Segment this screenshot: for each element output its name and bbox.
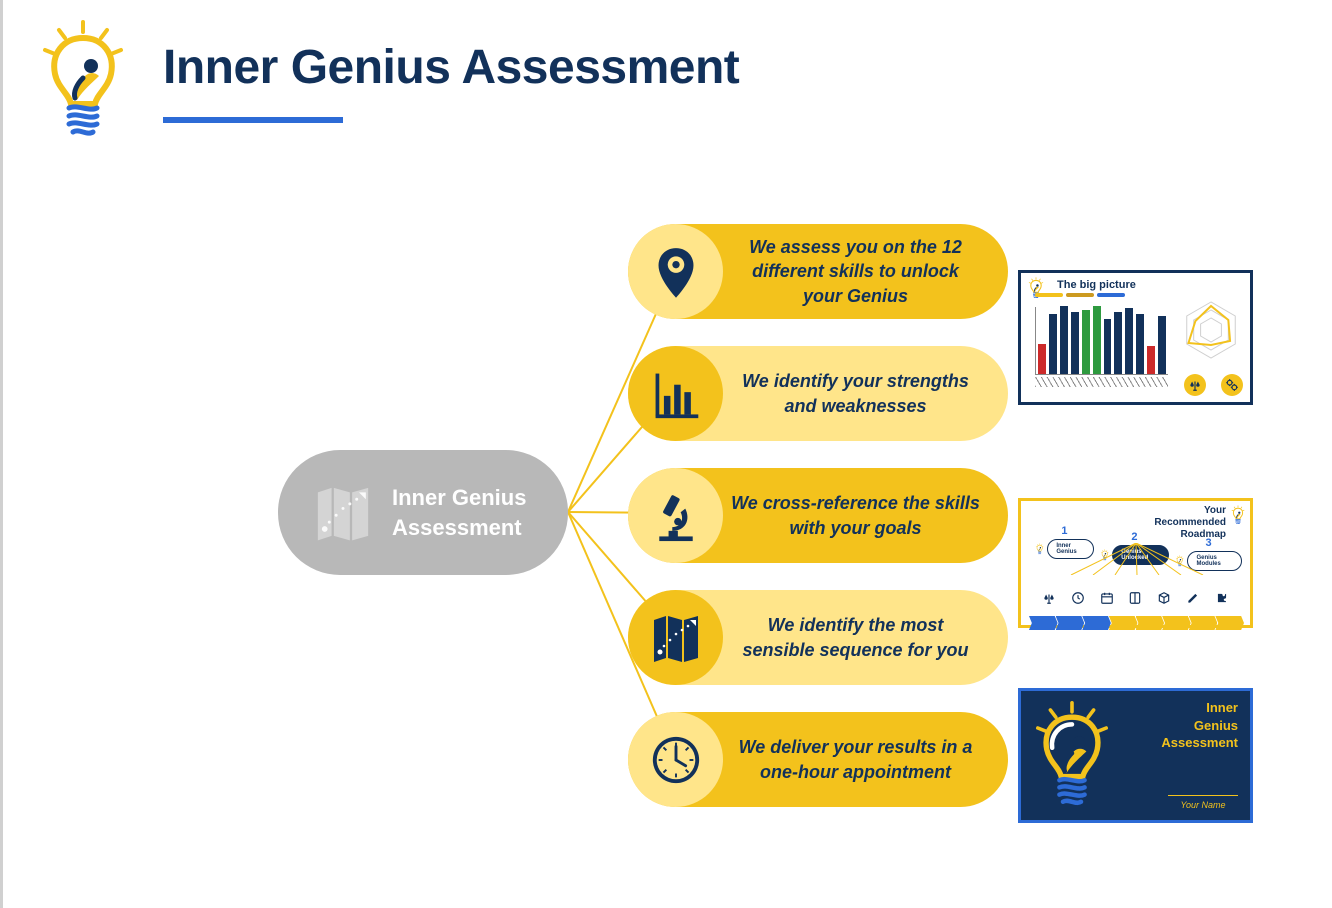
preview1-bar xyxy=(1147,346,1155,374)
pencil-icon xyxy=(1186,591,1200,610)
preview3-your-name: Your Name xyxy=(1168,795,1238,810)
roadmap-chevron xyxy=(1162,616,1191,630)
preview1-radar-chart xyxy=(1176,295,1246,365)
scales-icon xyxy=(1042,591,1056,610)
brand-logo-large xyxy=(1027,701,1117,814)
branch-step-5: We deliver your results in a one-hour ap… xyxy=(628,712,1008,807)
branch-text: We assess you on the 12 different skills… xyxy=(723,235,988,308)
preview1-bar xyxy=(1071,312,1079,374)
roadmap-chevron xyxy=(1189,616,1218,630)
brand-logo-tiny xyxy=(1035,542,1044,556)
preview1-bar xyxy=(1082,310,1090,374)
roadmap-chevron xyxy=(1056,616,1085,630)
preview1-tab xyxy=(1035,293,1063,297)
header: Inner Genius Assessment xyxy=(33,20,739,140)
brand-logo xyxy=(33,20,133,140)
preview1-bar xyxy=(1158,316,1166,374)
branch-text: We identify the most sensible sequence f… xyxy=(723,613,988,662)
branch-step-3: We cross-reference the skills with your … xyxy=(628,468,1008,563)
branch-text: We cross-reference the skills with your … xyxy=(723,491,988,540)
puzzle-icon xyxy=(1215,591,1229,610)
preview1-bar xyxy=(1114,312,1122,374)
central-label-line1: Inner Genius xyxy=(392,485,526,510)
page-title: Inner Genius Assessment xyxy=(163,40,739,95)
preview1-tab xyxy=(1097,293,1125,297)
preview-assessment-card: Inner Genius Assessment Your Name xyxy=(1018,688,1253,823)
title-underline xyxy=(163,117,343,123)
title-block: Inner Genius Assessment xyxy=(163,20,739,123)
central-node: Inner Genius Assessment xyxy=(278,450,568,575)
roadmap-chevron xyxy=(1029,616,1058,630)
cube-icon xyxy=(1157,591,1171,610)
preview1-bar xyxy=(1136,314,1144,374)
preview1-tab xyxy=(1066,293,1094,297)
clock-icon xyxy=(628,712,723,807)
roadmap-chevron xyxy=(1082,616,1111,630)
branch-step-2: We identify your strengths and weaknesse… xyxy=(628,346,1008,441)
location-pin-icon xyxy=(628,224,723,319)
roadmap-chevron xyxy=(1109,616,1138,630)
preview1-bar xyxy=(1049,314,1057,374)
preview1-bar xyxy=(1125,308,1133,374)
preview1-bar xyxy=(1104,319,1112,374)
preview1-title: The big picture xyxy=(1021,273,1250,293)
clock-icon xyxy=(1071,591,1085,610)
scales-icon xyxy=(1184,374,1206,396)
preview-big-picture: The big picture xyxy=(1018,270,1253,405)
preview1-bar xyxy=(1038,344,1046,374)
calendar-icon xyxy=(1100,591,1114,610)
branch-text: We deliver your results in a one-hour ap… xyxy=(723,735,988,784)
map-route-icon xyxy=(628,590,723,685)
roadmap-chevron xyxy=(1136,616,1165,630)
preview1-bar-chart xyxy=(1021,293,1176,393)
preview2-title: Your Recommended Roadmap xyxy=(1154,505,1226,541)
book-icon xyxy=(1128,591,1142,610)
preview1-bar xyxy=(1060,306,1068,374)
microscope-icon xyxy=(628,468,723,563)
branch-text: We identify your strengths and weaknesse… xyxy=(723,369,988,418)
preview-roadmap: Your Recommended Roadmap 1Inner Genius2G… xyxy=(1018,498,1253,628)
preview3-title: Inner Genius Assessment xyxy=(1161,699,1238,752)
bar-chart-icon xyxy=(628,346,723,441)
central-label-line2: Assessment xyxy=(392,515,522,540)
branch-step-4: We identify the most sensible sequence f… xyxy=(628,590,1008,685)
branch-step-1: We assess you on the 12 different skills… xyxy=(628,224,1008,319)
map-route-icon xyxy=(308,478,378,548)
brand-logo-small xyxy=(1230,505,1246,530)
preview2-fan-lines xyxy=(1056,543,1216,575)
roadmap-chevron xyxy=(1215,616,1244,630)
preview1-bar xyxy=(1093,306,1101,374)
gears-icon xyxy=(1221,374,1243,396)
central-node-label: Inner Genius Assessment xyxy=(392,483,526,542)
